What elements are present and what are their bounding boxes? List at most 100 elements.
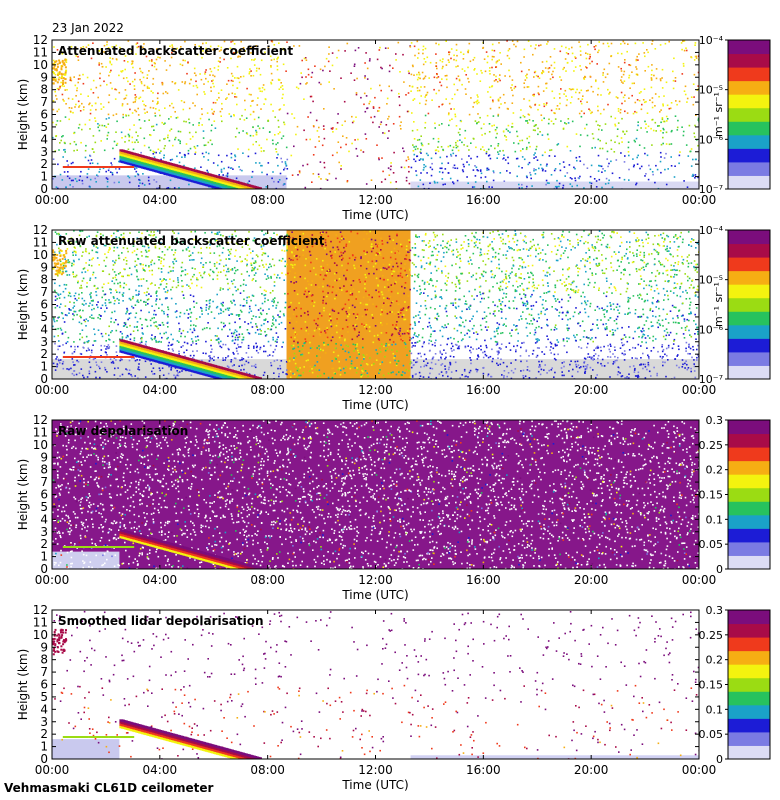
plot-frame — [51, 609, 700, 760]
y-tick-label: 1 — [40, 360, 48, 374]
y-tick-label: 8 — [40, 653, 48, 667]
panel-title: Smoothed lidar depolarisation — [58, 614, 264, 628]
x-tick-label: 08:00 — [250, 193, 285, 207]
y-tick-label: 5 — [40, 690, 48, 704]
y-tick-label: 7 — [40, 285, 48, 299]
y-tick-label: 8 — [40, 83, 48, 97]
date-label: 23 Jan 2022 — [52, 21, 124, 35]
x-tick-label: 00:00 — [682, 193, 717, 207]
y-tick-label: 3 — [40, 715, 48, 729]
x-tick-label: 20:00 — [574, 193, 609, 207]
y-tick-label: 7 — [40, 665, 48, 679]
colorbar-tick-label: 10⁻⁴ — [699, 34, 724, 47]
colorbar-tick-label: 0.3 — [706, 604, 724, 617]
x-tick-label: 16:00 — [466, 193, 501, 207]
y-tick-label: 5 — [40, 500, 48, 514]
x-tick-label: 04:00 — [143, 193, 178, 207]
x-tick-label: 00:00 — [35, 763, 70, 777]
x-tick-label: 00:00 — [35, 573, 70, 587]
y-tick-label: 4 — [40, 132, 48, 146]
colorbar-tick-label: 10⁻⁵ — [699, 84, 723, 97]
x-tick-label: 04:00 — [143, 763, 178, 777]
y-tick-label: 6 — [40, 298, 48, 312]
panel-1: Attenuated backscatter coefficient012345… — [16, 33, 771, 222]
x-tick-label: 08:00 — [250, 573, 285, 587]
x-axis-label: Time (UTC) — [341, 208, 408, 222]
x-tick-label: 08:00 — [250, 383, 285, 397]
colorbar-tick-label: 0.05 — [699, 728, 724, 741]
y-tick-label: 12 — [33, 603, 48, 617]
y-tick-label: 0 — [40, 562, 48, 576]
panel-4: Smoothed lidar depolarisation01234567891… — [16, 603, 771, 792]
y-tick-label: 4 — [40, 512, 48, 526]
y-tick-label: 10 — [33, 248, 48, 262]
panel-title: Raw depolarisation — [58, 424, 188, 438]
x-tick-label: 20:00 — [574, 383, 609, 397]
x-tick-label: 08:00 — [250, 763, 285, 777]
x-tick-label: 00:00 — [35, 193, 70, 207]
colorbar-tick-label: 0.1 — [706, 513, 724, 526]
y-tick-label: 1 — [40, 740, 48, 754]
y-tick-label: 1 — [40, 550, 48, 564]
y-tick-label: 5 — [40, 310, 48, 324]
x-tick-label: 12:00 — [358, 193, 393, 207]
x-tick-label: 00:00 — [35, 383, 70, 397]
y-tick-label: 7 — [40, 475, 48, 489]
heatmap-field — [52, 610, 699, 759]
panel-title: Attenuated backscatter coefficient — [58, 44, 293, 58]
x-tick-label: 12:00 — [358, 763, 393, 777]
y-tick-label: 3 — [40, 145, 48, 159]
y-tick-label: 9 — [40, 260, 48, 274]
y-axis-label: Height (km) — [16, 459, 30, 530]
heatmap-field — [52, 420, 699, 569]
colorbar-unit: m⁻¹ sr⁻¹ — [712, 92, 725, 137]
colorbar-tick-label: 0 — [716, 563, 723, 576]
y-tick-label: 12 — [33, 223, 48, 237]
y-tick-label: 11 — [33, 425, 48, 439]
y-tick-label: 6 — [40, 488, 48, 502]
y-axis-label: Height (km) — [16, 269, 30, 340]
y-tick-label: 8 — [40, 463, 48, 477]
y-tick-label: 11 — [33, 615, 48, 629]
colorbar-unit: m⁻¹ sr⁻¹ — [712, 282, 725, 327]
heatmap-field — [52, 40, 699, 189]
y-tick-label: 2 — [40, 157, 48, 171]
y-tick-label: 0 — [40, 182, 48, 196]
colorbar-tick-label: 0.3 — [706, 414, 724, 427]
y-tick-label: 12 — [33, 413, 48, 427]
x-tick-label: 16:00 — [466, 383, 501, 397]
y-tick-label: 2 — [40, 537, 48, 551]
y-tick-label: 4 — [40, 702, 48, 716]
x-tick-label: 16:00 — [466, 763, 501, 777]
colorbar-tick-label: 0.2 — [706, 464, 724, 477]
colorbar-tick-label: 10⁻⁶ — [699, 323, 724, 336]
colorbar-tick-label: 0.25 — [699, 439, 724, 452]
y-tick-label: 7 — [40, 95, 48, 109]
colorbar-tick-label: 0 — [716, 753, 723, 766]
y-tick-label: 9 — [40, 70, 48, 84]
x-tick-label: 04:00 — [143, 383, 178, 397]
y-tick-label: 10 — [33, 438, 48, 452]
colorbar-tick-label: 10⁻⁷ — [699, 183, 723, 196]
x-tick-label: 20:00 — [574, 573, 609, 587]
instrument-label: Vehmasmaki CL61D ceilometer — [4, 781, 214, 795]
x-tick-label: 00:00 — [682, 383, 717, 397]
x-tick-label: 00:00 — [682, 573, 717, 587]
colorbar-tick-label: 0.2 — [706, 654, 724, 667]
y-tick-label: 0 — [40, 372, 48, 386]
heatmap-field — [52, 230, 699, 379]
colorbar: 10⁻⁷ 10⁻⁶ 10⁻⁵ 10⁻⁴ m⁻¹ sr⁻¹ — [699, 34, 771, 196]
y-tick-label: 0 — [40, 752, 48, 766]
y-tick-label: 5 — [40, 120, 48, 134]
x-axis-label: Time (UTC) — [341, 398, 408, 412]
colorbar: 0 0.05 0.1 0.15 0.2 0.25 0.3 — [699, 604, 771, 766]
y-tick-label: 2 — [40, 347, 48, 361]
y-tick-label: 3 — [40, 335, 48, 349]
y-tick-label: 11 — [33, 45, 48, 59]
colorbar-tick-label: 0.1 — [706, 703, 724, 716]
y-tick-label: 10 — [33, 58, 48, 72]
y-tick-label: 9 — [40, 450, 48, 464]
x-tick-label: 12:00 — [358, 383, 393, 397]
